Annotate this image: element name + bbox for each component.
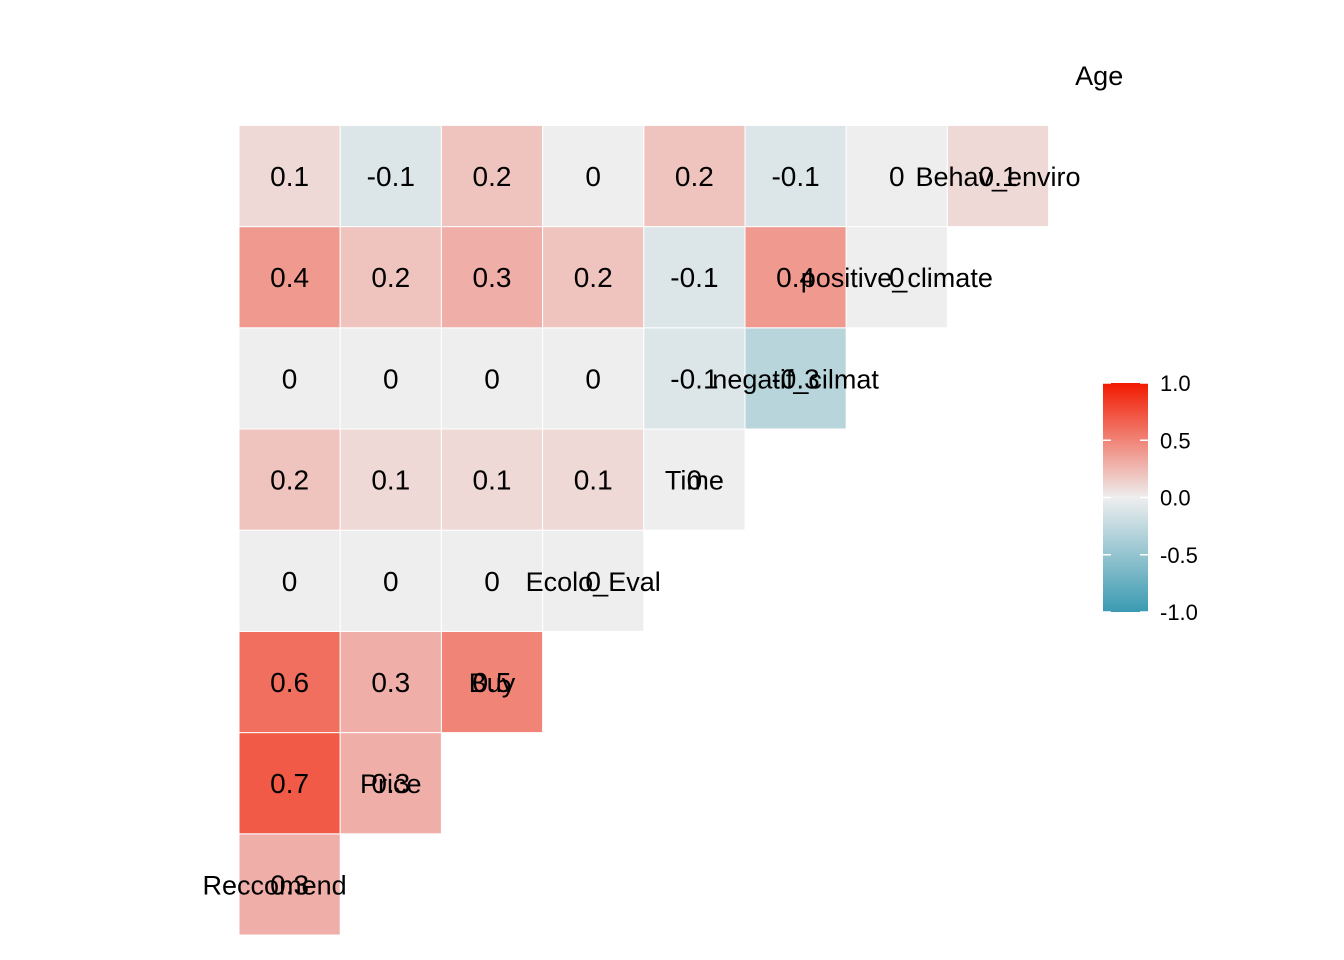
cell-value-label: 0	[889, 161, 905, 192]
cell-value-label: 0	[889, 262, 905, 293]
legend-tick-label: -0.5	[1160, 543, 1198, 568]
cell-value-label: 0.2	[371, 262, 410, 293]
variable-label-Time: Time	[665, 466, 724, 496]
cell-value-label: 0.3	[473, 262, 512, 293]
heatmap-cell-Time-Ecolo_Eval	[542, 529, 645, 632]
heatmap-cell-negatif_cilmat-Reccomend	[238, 428, 341, 531]
heatmap-cell-Age-negatif_cilmat	[744, 124, 847, 228]
heatmap-cells: 0.3 0.7 0.3 0.6 0.3 0.5 0 0 0 0 0.2 0.1 0.1 0.1 0 0 0 0 0 -…	[238, 124, 1050, 936]
cell-value-label: 0.1	[473, 465, 512, 496]
cell-value-label: 0.1	[270, 161, 309, 192]
variable-label-Buy: Buy	[469, 668, 516, 698]
cell-value-label: 0	[585, 566, 601, 597]
heatmap-cell-Behav_enviro-Buy	[440, 226, 544, 329]
heatmap-cell-positive_climate-Ecolo_Eval	[542, 327, 645, 430]
legend-tick-label: 0.5	[1160, 428, 1191, 453]
cell-value-label: 0.4	[270, 262, 309, 293]
cell-value-label: 0	[383, 363, 399, 394]
cell-value-label: 0.3	[371, 768, 410, 799]
color-legend: 1.0 0.5 0.0 -0.5 -1.0	[1103, 371, 1198, 625]
cell-value-label: 0.1	[979, 161, 1018, 192]
legend-tick-label: -1.0	[1160, 600, 1198, 625]
heatmap-cell-positive_climate-Time	[643, 327, 746, 430]
heatmap-cell-positive_climate-Buy	[440, 327, 544, 430]
heatmap-cell-Time-Price	[339, 529, 442, 632]
heatmap-cell-positive_climate-negatif_cilmat	[744, 327, 847, 430]
heatmap-cell-Age-Ecolo_Eval	[542, 124, 645, 228]
cell-value-label: -0.1	[670, 363, 718, 394]
heatmap-cell-Price-Reccomend	[238, 833, 341, 936]
heatmap-cell-Ecolo_Eval-Price	[339, 630, 442, 734]
cell-value-label: 0	[383, 566, 399, 597]
heatmap-cell-Behav_enviro-Reccomend	[238, 226, 341, 329]
cell-value-label: 0.1	[371, 465, 410, 496]
cell-value-label: 0.3	[270, 869, 309, 900]
heatmap-cell-Age-Buy	[440, 124, 544, 228]
cell-value-label: 0	[484, 566, 500, 597]
cell-value-label: 0.7	[270, 768, 309, 799]
heatmap-cell-negatif_cilmat-Price	[339, 428, 442, 531]
heatmap-cell-positive_climate-Reccomend	[238, 327, 341, 430]
heatmap-cell-Age-Behav_enviro	[946, 124, 1050, 228]
variable-label-Ecolo_Eval: Ecolo_Eval	[526, 567, 661, 597]
variable-label-positive_climate: positive_climate	[801, 263, 993, 293]
variable-label-Price: Price	[360, 769, 422, 799]
cell-value-label: 0	[585, 161, 601, 192]
variable-label-Age: Age	[1075, 61, 1123, 91]
heatmap-cell-Behav_enviro-Time	[643, 226, 746, 329]
cell-value-label: 0.6	[270, 667, 309, 698]
heatmap-cell-negatif_cilmat-Buy	[440, 428, 544, 531]
cell-value-label: 0.5	[473, 667, 512, 698]
cell-value-label: -0.1	[670, 262, 718, 293]
cell-value-label: 0.4	[776, 262, 815, 293]
heatmap-cell-Age-Time	[643, 124, 746, 228]
cell-value-label: 0.1	[574, 465, 613, 496]
cell-value-label: 0	[687, 465, 703, 496]
heatmap-cell-Age-Price	[339, 124, 442, 228]
heatmap-cell-Behav_enviro-Price	[339, 226, 442, 329]
heatmap-cell-positive_climate-Price	[339, 327, 442, 430]
heatmap-cell-negatif_cilmat-Time	[643, 428, 746, 531]
cell-value-label: 0.2	[574, 262, 613, 293]
cell-value-label: 0.2	[473, 161, 512, 192]
cell-value-label: -0.1	[367, 161, 415, 192]
legend-tick-label: 0.0	[1160, 486, 1191, 511]
heatmap-cell-Buy-Price	[339, 732, 442, 835]
legend-tick-label: 1.0	[1160, 371, 1191, 396]
cell-value-label: 0	[484, 363, 500, 394]
cell-value-label: -0.1	[771, 161, 819, 192]
heatmap-cell-Ecolo_Eval-Buy	[440, 630, 544, 734]
heatmap-cell-negatif_cilmat-Ecolo_Eval	[542, 428, 645, 531]
variable-label-Reccomend: Reccomend	[203, 870, 347, 900]
cell-value-label: 0.2	[675, 161, 714, 192]
cell-value-label: -0.3	[771, 363, 819, 394]
heatmap-cell-Time-Buy	[440, 529, 544, 632]
heatmap-cell-Behav_enviro-positive_climate	[845, 226, 948, 329]
cell-value-label: 0.3	[371, 667, 410, 698]
cell-value-label: 0	[585, 363, 601, 394]
heatmap-cell-Age-Reccomend	[238, 124, 341, 228]
cell-value-label: 0	[282, 363, 298, 394]
cell-value-label: 0	[282, 566, 298, 597]
cell-value-label: 0.2	[270, 465, 309, 496]
variable-labels: Reccomend Price Buy Ecolo_Eval Time negatif_c…	[203, 61, 1124, 901]
variable-label-negatif_cilmat: negatif_cilmat	[712, 364, 879, 394]
variable-label-Behav_enviro: Behav_enviro	[915, 162, 1080, 192]
